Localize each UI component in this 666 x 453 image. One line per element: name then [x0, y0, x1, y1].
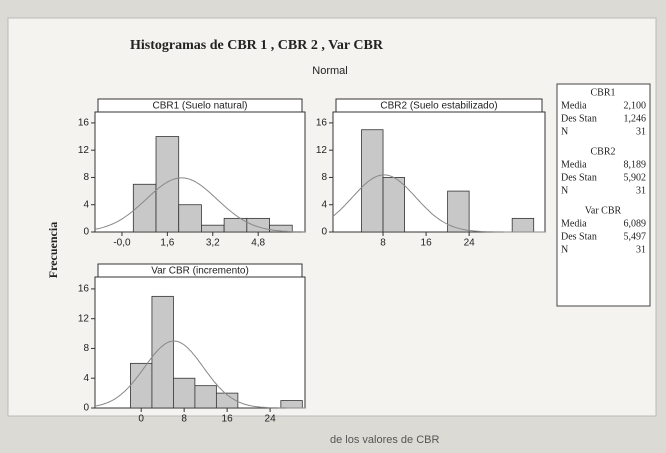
stats-label: Media: [561, 100, 587, 111]
bar: [155, 136, 180, 233]
bar: [173, 377, 196, 409]
panel-title: Var CBR (incremento): [151, 266, 249, 277]
y-tick-label: 4: [83, 373, 89, 384]
y-tick-label: 16: [316, 118, 328, 129]
stats-label: Media: [561, 218, 587, 229]
stats-value: 6,089: [624, 218, 647, 229]
y-tick-label: 0: [321, 227, 327, 238]
bar: [447, 190, 470, 233]
stats-value: 31: [636, 185, 646, 196]
stats-value: 8,189: [624, 159, 647, 170]
figure-subtitle: Normal: [312, 65, 347, 77]
stats-value: 31: [636, 126, 646, 137]
panel-title: CBR1 (Suelo natural): [152, 101, 247, 112]
stats-label: Des Stan: [561, 113, 597, 124]
panel-title: CBR2 (Suelo estabilizado): [380, 101, 497, 112]
y-tick-label: 4: [321, 199, 327, 210]
y-tick-label: 0: [83, 403, 89, 414]
x-tick-label: 0: [138, 414, 144, 425]
figure-title: Histogramas de CBR 1 , CBR 2 , Var CBR: [130, 38, 384, 53]
stats-label: N: [561, 244, 568, 255]
x-tick-label: 24: [464, 238, 476, 249]
y-tick-label: 8: [321, 172, 327, 183]
normal-curve: [94, 177, 305, 233]
y-tick-label: 12: [78, 145, 90, 156]
caption: de los valores de CBR: [330, 434, 439, 446]
normal-curve: [332, 174, 545, 233]
y-tick-label: 8: [83, 343, 89, 354]
stats-value: 1,246: [624, 113, 647, 124]
stats-label: Des Stan: [561, 172, 597, 183]
bar: [194, 385, 217, 409]
bar: [511, 217, 535, 233]
x-tick-label: 16: [421, 238, 433, 249]
bar: [361, 129, 384, 233]
bar: [382, 177, 405, 233]
stats-box: [556, 83, 651, 307]
stats-value: 31: [636, 244, 646, 255]
bar: [130, 362, 153, 409]
stats-value: 5,497: [624, 231, 647, 242]
stats-group-name: CBR1: [590, 87, 615, 98]
bar: [151, 295, 174, 409]
bar: [269, 224, 293, 233]
y-axis-label: Frecuencia: [46, 222, 60, 278]
stats-label: Des Stan: [561, 231, 597, 242]
y-tick-label: 12: [316, 145, 328, 156]
y-tick-label: 12: [78, 313, 90, 324]
panel-header: [335, 98, 543, 113]
x-tick-label: 16: [222, 414, 234, 425]
stats-group-name: Var CBR: [585, 205, 622, 216]
bar: [201, 224, 225, 233]
stats-value: 5,902: [624, 172, 647, 183]
bar: [280, 400, 303, 409]
x-tick-label: 8: [181, 414, 187, 425]
panel-header: [97, 98, 303, 113]
y-tick-label: 16: [78, 284, 90, 295]
stats-label: N: [561, 185, 568, 196]
stats-label: N: [561, 126, 568, 137]
stats-group-name: CBR2: [590, 146, 615, 157]
y-tick-label: 4: [83, 199, 89, 210]
x-tick-label: 1,6: [160, 238, 174, 249]
bar: [178, 204, 202, 233]
x-tick-label: 24: [265, 414, 277, 425]
panel-header: [97, 263, 303, 278]
x-tick-label: 4,8: [251, 238, 265, 249]
x-tick-label: 8: [380, 238, 386, 249]
stats-value: 2,100: [624, 100, 647, 111]
x-tick-label: 3,2: [206, 238, 220, 249]
y-tick-label: 0: [83, 227, 89, 238]
x-tick-label: -0,0: [113, 238, 131, 249]
y-tick-label: 16: [78, 118, 90, 129]
normal-curve: [94, 340, 305, 409]
stats-label: Media: [561, 159, 587, 170]
bar: [246, 217, 270, 233]
bar: [215, 392, 239, 409]
y-tick-label: 8: [83, 172, 89, 183]
